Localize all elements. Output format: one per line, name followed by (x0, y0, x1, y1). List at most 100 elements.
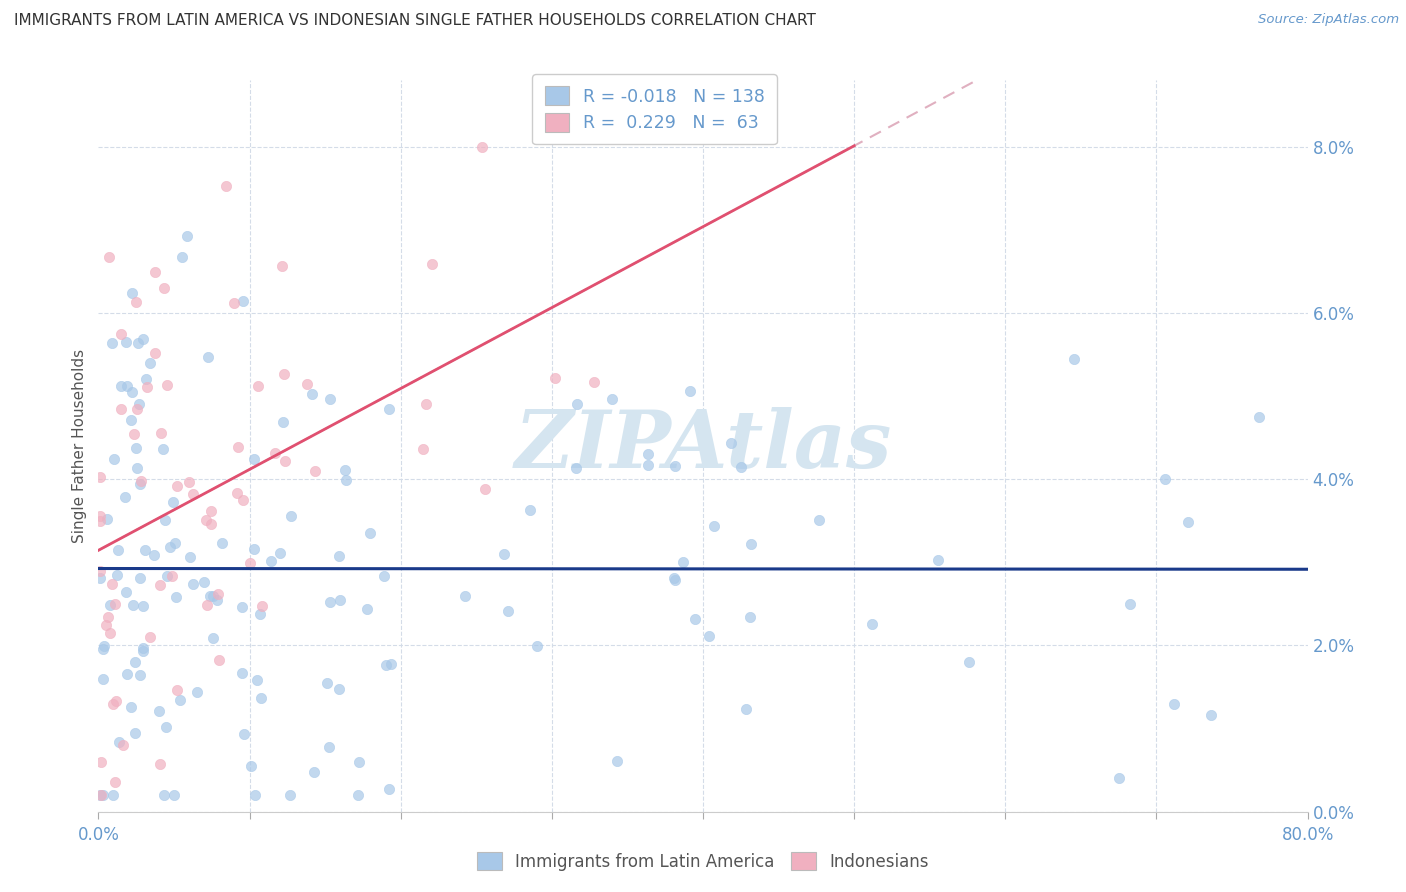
Point (565, 461, 588, 475)
Point (720, 435, 742, 450)
Point (316, 675, 339, 690)
Point (274, 454, 297, 468)
Point (135, 380, 157, 394)
Point (201, 632, 224, 646)
Point (91, 641, 114, 656)
Point (301, 386, 323, 401)
Point (148, 757, 170, 772)
Point (420, 257, 443, 271)
Point (201, 590, 224, 604)
Point (97, 250, 120, 264)
Point (103, 775, 125, 789)
Point (104, 597, 127, 611)
Point (91, 672, 114, 686)
Point (155, 720, 177, 734)
Point (318, 739, 340, 754)
Point (172, 250, 194, 264)
Point (103, 451, 125, 466)
Point (181, 487, 204, 501)
Point (110, 378, 132, 392)
Point (163, 788, 186, 802)
Point (166, 479, 188, 493)
Point (89, 564, 111, 578)
Point (243, 542, 266, 557)
Point (98, 626, 121, 640)
Point (129, 571, 152, 585)
Point (664, 459, 686, 474)
Point (231, 665, 253, 680)
Point (156, 378, 179, 392)
Point (127, 336, 149, 351)
Point (264, 446, 287, 460)
Point (101, 788, 124, 802)
Point (225, 485, 247, 500)
Point (637, 447, 659, 461)
Point (169, 693, 191, 707)
Point (224, 296, 246, 310)
Point (454, 589, 477, 603)
Point (200, 516, 222, 531)
Point (526, 639, 548, 653)
Point (297, 377, 319, 392)
Point (249, 607, 271, 622)
Point (117, 666, 139, 681)
Point (637, 458, 659, 472)
Point (378, 401, 401, 416)
Point (679, 384, 702, 398)
Point (89, 571, 111, 585)
Point (250, 691, 273, 706)
Point (139, 630, 162, 644)
Point (200, 504, 222, 518)
Point (606, 755, 628, 769)
Point (243, 788, 266, 802)
Point (100, 598, 122, 612)
Point (165, 591, 187, 605)
Point (160, 568, 183, 582)
Point (135, 372, 157, 386)
Point (247, 378, 270, 392)
Point (278, 788, 301, 802)
Point (232, 294, 254, 309)
Point (156, 568, 179, 582)
Legend: R = -0.018   N = 138, R =  0.229   N =  63: R = -0.018 N = 138, R = 0.229 N = 63 (533, 74, 778, 145)
Point (600, 392, 623, 407)
Point (519, 503, 541, 517)
Point (129, 668, 152, 682)
Point (239, 759, 262, 773)
Point (90, 788, 112, 802)
Point (703, 518, 725, 533)
Point (1249, 409, 1271, 424)
Point (280, 508, 302, 523)
Point (128, 477, 150, 491)
Point (127, 402, 149, 417)
Point (1177, 515, 1199, 529)
Point (89, 514, 111, 528)
Point (356, 602, 378, 616)
Point (149, 578, 172, 592)
Point (121, 385, 143, 400)
Point (664, 574, 686, 588)
Point (318, 392, 340, 407)
Point (101, 336, 124, 351)
Point (246, 673, 269, 687)
Point (162, 495, 184, 509)
Point (197, 350, 219, 364)
Point (373, 568, 395, 582)
Point (319, 595, 342, 609)
Point (120, 700, 142, 714)
Point (159, 540, 181, 554)
Point (374, 658, 396, 673)
Point (208, 652, 231, 666)
Point (111, 738, 134, 752)
Point (91, 788, 114, 802)
Point (108, 735, 131, 749)
Point (179, 475, 201, 489)
Point (273, 367, 295, 381)
Point (735, 702, 758, 716)
Point (155, 512, 177, 526)
Point (1119, 597, 1142, 611)
Point (329, 592, 352, 607)
Point (122, 427, 145, 442)
Point (134, 542, 156, 557)
Text: IMMIGRANTS FROM LATIN AMERICA VS INDONESIAN SINGLE FATHER HOUSEHOLDS CORRELATION: IMMIGRANTS FROM LATIN AMERICA VS INDONES… (14, 13, 815, 29)
